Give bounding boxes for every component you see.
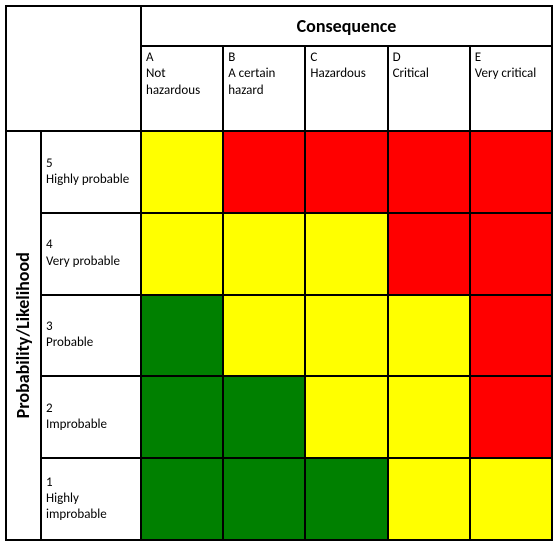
consequence-axis-title: Consequence [141, 6, 552, 46]
col-label: A certain hazard [228, 66, 300, 99]
matrix-cell-4D [388, 213, 470, 295]
row-code: 4 [46, 237, 136, 253]
row-code: 3 [46, 319, 136, 335]
col-header-C: C Hazardous [305, 46, 387, 131]
col-label: Hazardous [310, 66, 382, 82]
risk-matrix: Consequence A Not hazardous B A certain … [5, 5, 553, 541]
row-header-2: 2 Improbable [41, 376, 141, 458]
matrix-cell-3B [223, 295, 305, 377]
matrix-cell-5D [388, 131, 470, 213]
matrix-cell-2C [305, 376, 387, 458]
matrix-cell-3A [141, 295, 223, 377]
col-label: Not hazardous [146, 66, 218, 99]
row-label-text: Improbable [46, 417, 136, 433]
row-label-text: Highly improbable [46, 491, 136, 524]
matrix-cell-2A [141, 376, 223, 458]
row-code: 2 [46, 401, 136, 417]
col-header-D: D Critical [388, 46, 470, 131]
matrix-cell-3C [305, 295, 387, 377]
col-header-B: B A certain hazard [223, 46, 305, 131]
col-code: B [228, 50, 300, 66]
col-code: C [310, 50, 382, 66]
col-header-A: A Not hazardous [141, 46, 223, 131]
col-code: A [146, 50, 218, 66]
matrix-cell-2B [223, 376, 305, 458]
matrix-cell-1C [305, 458, 387, 540]
probability-axis-title-text: Probability/Likelihood [12, 252, 35, 418]
matrix-cell-4A [141, 213, 223, 295]
row-label-text: Probable [46, 335, 136, 351]
matrix-cell-4C [305, 213, 387, 295]
row-code: 1 [46, 475, 136, 491]
matrix-cell-4B [223, 213, 305, 295]
matrix-cell-1E [470, 458, 552, 540]
row-header-4: 4 Very probable [41, 213, 141, 295]
row-header-3: 3 Probable [41, 295, 141, 377]
col-code: E [475, 50, 547, 66]
row-header-1: 1 Highly improbable [41, 458, 141, 540]
matrix-cell-3E [470, 295, 552, 377]
col-label: Critical [393, 66, 465, 82]
matrix-cell-5A [141, 131, 223, 213]
col-label: Very critical [475, 66, 547, 82]
row-header-5: 5 Highly probable [41, 131, 141, 213]
col-header-E: E Very critical [470, 46, 552, 131]
matrix-cell-1B [223, 458, 305, 540]
row-code: 5 [46, 156, 136, 172]
row-label-text: Highly probable [46, 172, 136, 188]
probability-axis-title: Probability/Likelihood [6, 131, 41, 540]
matrix-cell-5B [223, 131, 305, 213]
row-label-text: Very probable [46, 254, 136, 270]
matrix-cell-1D [388, 458, 470, 540]
corner-cell [6, 6, 141, 131]
matrix-cell-2D [388, 376, 470, 458]
matrix-cell-3D [388, 295, 470, 377]
matrix-cell-1A [141, 458, 223, 540]
matrix-cell-4E [470, 213, 552, 295]
matrix-cell-2E [470, 376, 552, 458]
matrix-cell-5C [305, 131, 387, 213]
matrix-cell-5E [470, 131, 552, 213]
col-code: D [393, 50, 465, 66]
